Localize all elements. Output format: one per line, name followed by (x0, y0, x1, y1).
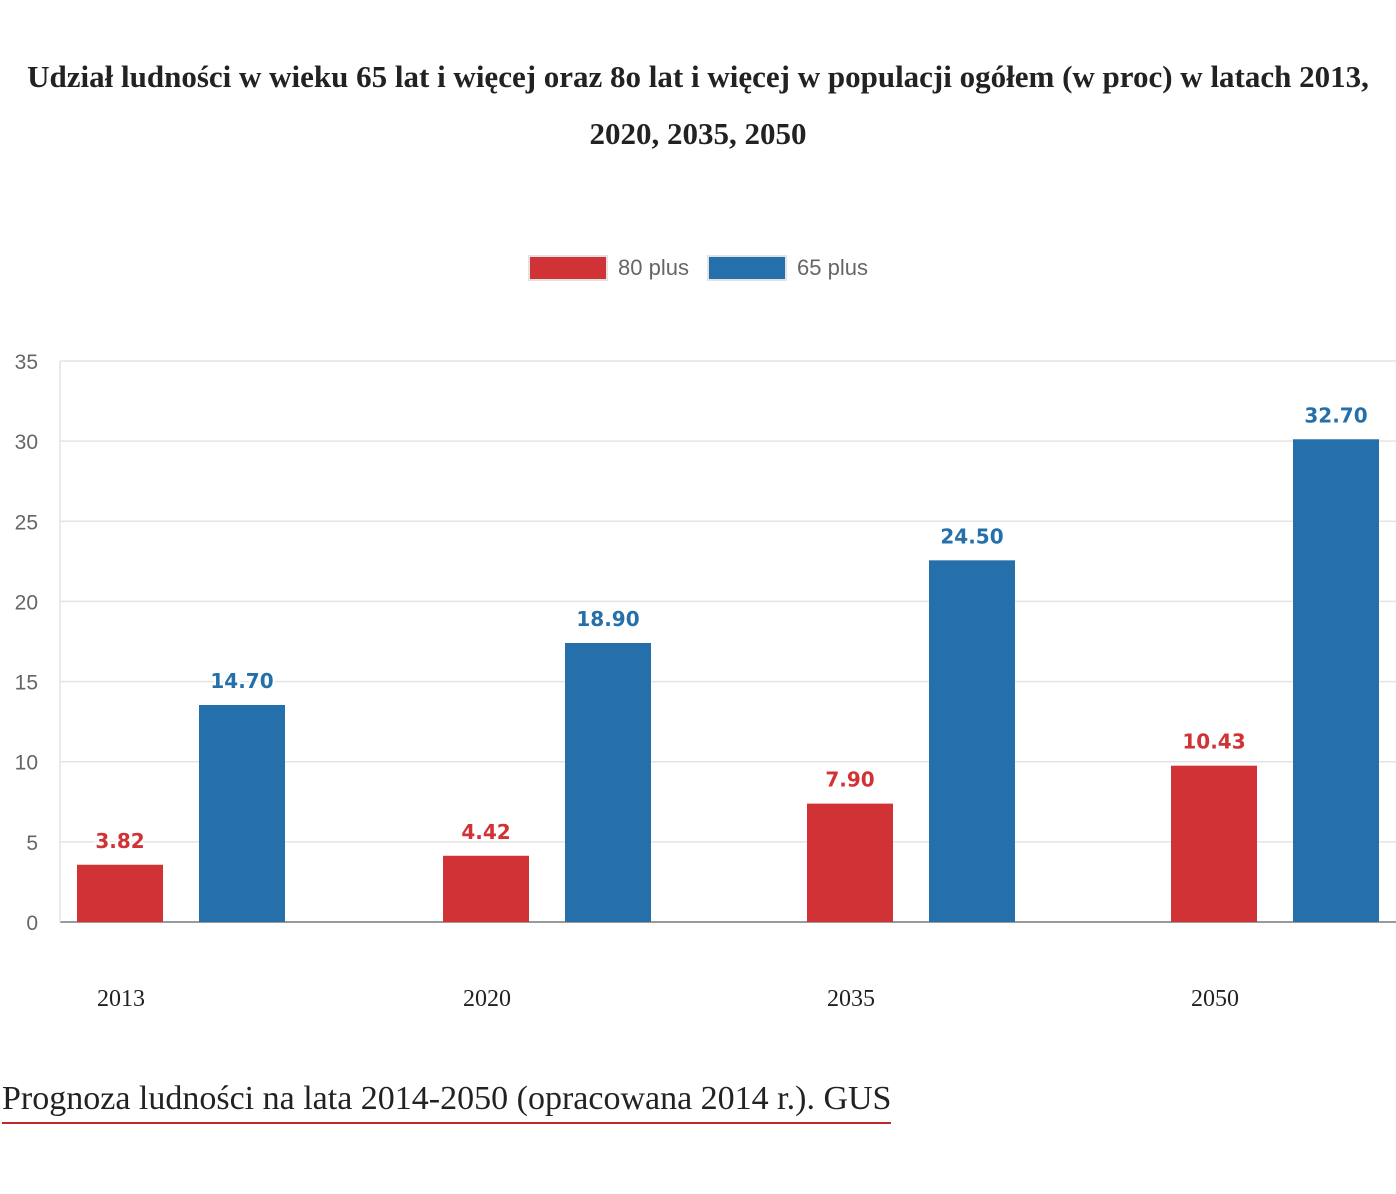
bar-65-plus-2020 (565, 642, 651, 922)
bar-80-plus-2020 (443, 855, 529, 922)
legend-item-65-plus[interactable]: 65 plus (707, 255, 868, 281)
x-tick-label: 2020 (463, 986, 511, 1012)
data-label: 18.90 (576, 607, 639, 631)
legend-swatch-65-plus (707, 255, 787, 281)
chart-legend: 80 plus 65 plus (0, 252, 1396, 284)
bar-65-plus-2013 (199, 704, 285, 922)
y-tick-label: 20 (15, 591, 38, 614)
data-label: 14.70 (210, 669, 273, 693)
bar-65-plus-2050 (1293, 439, 1379, 922)
bar-80-plus-2013 (77, 864, 163, 922)
y-tick-label: 10 (15, 752, 38, 775)
x-tick-label: 2013 (97, 986, 145, 1012)
y-tick-label: 15 (15, 672, 38, 695)
bar-chart: 0 5 10 15 20 25 30 35 3.82 14.70 2013 4.42 18.90 2020… (15, 351, 1396, 1012)
data-label: 4.42 (461, 820, 510, 844)
y-tick-label: 0 (26, 912, 38, 935)
x-tick-label: 2050 (1191, 986, 1239, 1012)
legend-label-65-plus: 65 plus (797, 255, 868, 280)
bar-65-plus-2035 (929, 560, 1015, 922)
bar-80-plus-2035 (807, 803, 893, 922)
y-tick-label: 25 (15, 511, 38, 534)
y-tick-label: 30 (15, 431, 38, 454)
legend-item-80-plus[interactable]: 80 plus (528, 255, 689, 281)
data-label: 7.90 (825, 768, 874, 792)
legend-swatch-80-plus (528, 255, 609, 281)
x-tick-label: 2035 (827, 986, 875, 1012)
data-label: 10.43 (1182, 730, 1245, 754)
y-tick-label: 5 (26, 832, 38, 855)
legend-label-80-plus: 80 plus (618, 255, 689, 280)
chart-title: Udział ludności w wieku 65 lat i więcej … (27, 59, 1369, 151)
y-tick-label: 35 (15, 351, 38, 374)
data-label: 32.70 (1304, 403, 1367, 427)
data-label: 24.50 (940, 524, 1003, 548)
data-label: 3.82 (95, 829, 144, 853)
bar-80-plus-2050 (1171, 765, 1257, 922)
source-link[interactable]: Prognoza ludności na lata 2014-2050 (opr… (2, 1076, 892, 1124)
